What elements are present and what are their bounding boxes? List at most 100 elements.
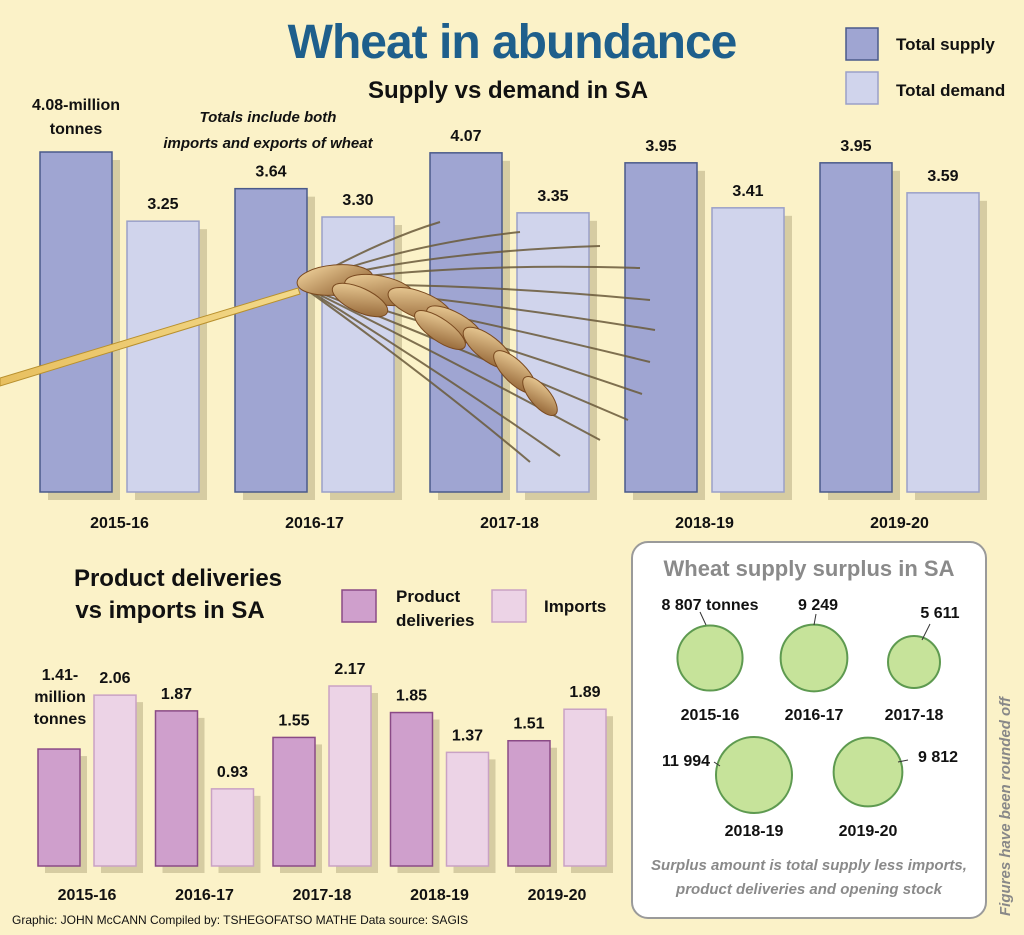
surplus-note-line1: Surplus amount is total supply less impo… <box>651 857 967 874</box>
surplus-year-label-2016-17: 2016-17 <box>785 707 844 724</box>
surplus-leader-line <box>699 611 707 626</box>
bar-deliveries-2017-18 <box>272 736 316 867</box>
bottom-chart-categories: 2015-16 2016-17 2017-18 2018-19 2019-20 <box>58 887 587 904</box>
bar-value-label: 1.87 <box>161 686 192 703</box>
surplus-leader-line <box>897 759 909 763</box>
surplus-panel-title: Wheat supply surplus in SA <box>664 556 955 581</box>
surplus-circles: 8 807 tonnes 2015-16 9 249 2016-17 5 611 2017… <box>662 597 960 840</box>
bar-value-label: 2.06 <box>99 670 130 687</box>
category-label-2019-20: 2019-20 <box>528 887 587 904</box>
surplus-value-label: 9 249 <box>798 597 838 614</box>
surplus-circle-2019-20 <box>832 736 904 808</box>
legend-label-demand: Total demand <box>896 81 1005 100</box>
category-label-2016-17: 2016-17 <box>285 515 344 532</box>
bar-value-label: 3.95 <box>645 138 676 155</box>
bar-value-label: 3.59 <box>927 168 958 185</box>
first-bar-label-line2: tonnes <box>50 121 103 138</box>
first-bar-label-line1: 4.08-million <box>32 97 120 114</box>
legend-label-deliveries-line2: deliveries <box>396 611 474 630</box>
bottom-chart-subtitle-line1: Product deliveries <box>74 565 282 592</box>
bar-value-label: 3.64 <box>255 164 286 181</box>
surplus-circle-2017-18 <box>887 635 941 689</box>
bar-value-label: 3.41 <box>732 183 763 200</box>
bar-demand-2015-16 <box>126 220 200 493</box>
top-note-line1: Totals include both <box>200 109 337 126</box>
surplus-leader-line <box>921 623 931 641</box>
surplus-circle-2018-19 <box>715 736 793 814</box>
bar-value-label: 3.30 <box>342 192 373 209</box>
surplus-year-label-2017-18: 2017-18 <box>885 707 944 724</box>
bar-deliveries-2019-20 <box>507 739 551 867</box>
legend-label-imports: Imports <box>544 597 606 616</box>
surplus-circle-2015-16 <box>676 624 744 692</box>
bar-demand-2019-20 <box>906 192 980 493</box>
legend-swatch-deliveries <box>341 589 377 623</box>
bar-supply-2016-17 <box>234 187 308 493</box>
bar-value-label: 3.35 <box>537 188 568 205</box>
category-label-2018-19: 2018-19 <box>410 887 469 904</box>
bar-value-label: 1.85 <box>396 688 427 705</box>
top-note-line2: imports and exports of wheat <box>163 135 373 152</box>
surplus-note-line2: product deliveries and opening stock <box>675 881 943 898</box>
page-title: Wheat in abundance <box>288 16 737 69</box>
bar-imports-2019-20 <box>563 708 607 867</box>
legend-swatch-supply <box>845 27 879 61</box>
bar-value-label: 2.17 <box>334 661 365 678</box>
bottom-first-label-line1: 1.41- <box>42 667 78 684</box>
top-legend: Total supply Total demand <box>845 27 1005 105</box>
bottom-chart-subtitle-line2: vs imports in SA <box>75 597 264 624</box>
category-label-2015-16: 2015-16 <box>90 515 149 532</box>
credits: Graphic: JOHN McCANN Compiled by: TSHEGO… <box>12 913 468 927</box>
bar-imports-2018-19 <box>445 751 490 867</box>
category-label-2017-18: 2017-18 <box>293 887 352 904</box>
category-label-2019-20: 2019-20 <box>870 515 929 532</box>
surplus-year-label-2019-20: 2019-20 <box>839 823 898 840</box>
surplus-panel: Wheat supply surplus in SA 8 807 tonnes 2… <box>631 541 987 919</box>
surplus-leader-line <box>713 761 721 767</box>
bar-deliveries-2018-19 <box>389 711 434 867</box>
bar-value-label: 3.95 <box>840 138 871 155</box>
surplus-value-label: 8 807 tonnes <box>662 597 759 614</box>
wheat-illustration <box>0 221 656 463</box>
bar-demand-2018-19 <box>711 207 785 493</box>
bar-imports-2016-17 <box>210 788 255 867</box>
bar-imports-2015-16 <box>93 694 137 867</box>
surplus-circle-2016-17 <box>779 623 849 693</box>
side-note: Figures have been rounded off <box>997 695 1014 916</box>
bottom-chart-bars: 2.06 1.87 0.93 1.55 2.17 1.85 1.37 1.51 1.89 <box>37 661 613 873</box>
surplus-leader-line <box>813 613 817 626</box>
legend-swatch-demand <box>845 71 879 105</box>
legend-swatch-imports <box>491 589 527 623</box>
bar-deliveries-2015-16 <box>37 748 81 867</box>
surplus-year-label-2015-16: 2015-16 <box>681 707 740 724</box>
bar-demand-2016-17 <box>321 216 395 493</box>
bottom-first-label-line3: tonnes <box>34 711 87 728</box>
top-chart-categories: 2015-16 2016-17 2017-18 2018-19 2019-20 <box>90 515 929 532</box>
bar-value-label: 1.51 <box>513 716 544 733</box>
bar-supply-2015-16 <box>39 151 113 493</box>
surplus-value-label: 5 611 <box>920 605 959 622</box>
surplus-year-label-2018-19: 2018-19 <box>725 823 784 840</box>
bar-value-label: 1.37 <box>452 727 483 744</box>
surplus-value-label: 9 812 <box>918 749 958 766</box>
top-chart-bars: 3.25 3.64 3.30 4.07 3.35 3.95 3.41 3.95 3.59 <box>39 128 987 501</box>
top-chart-subtitle: Supply vs demand in SA <box>368 77 648 104</box>
bar-imports-2017-18 <box>328 685 372 867</box>
category-label-2016-17: 2016-17 <box>175 887 234 904</box>
surplus-value-label: 11 994 <box>662 753 710 770</box>
bar-value-label: 1.55 <box>278 712 309 729</box>
legend-label-supply: Total supply <box>896 35 995 54</box>
category-label-2015-16: 2015-16 <box>58 887 117 904</box>
bar-supply-2019-20 <box>819 162 893 493</box>
bar-value-label: 1.89 <box>569 684 600 701</box>
bar-demand-2017-18 <box>516 212 590 493</box>
bar-deliveries-2016-17 <box>154 710 199 867</box>
bottom-legend: Product deliveries Imports <box>341 587 606 630</box>
legend-label-deliveries-line1: Product <box>396 587 461 606</box>
category-label-2017-18: 2017-18 <box>480 515 539 532</box>
bar-value-label: 4.07 <box>450 128 481 145</box>
category-label-2018-19: 2018-19 <box>675 515 734 532</box>
bar-value-label: 0.93 <box>217 764 248 781</box>
bottom-first-label-line2: million <box>34 689 86 706</box>
